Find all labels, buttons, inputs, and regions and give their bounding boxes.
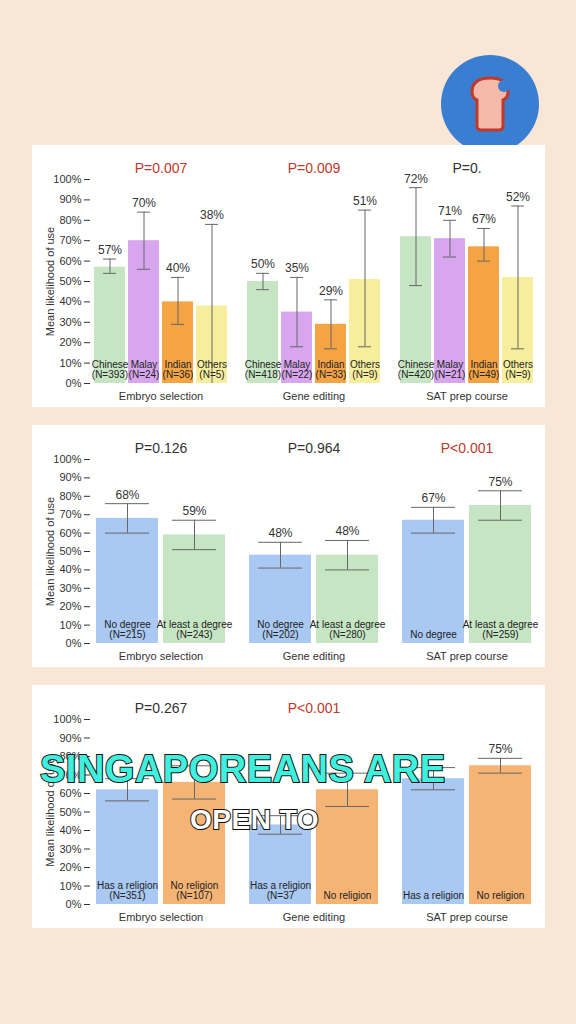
- svg-text:60%: 60%: [59, 255, 81, 267]
- svg-text:68%: 68%: [115, 488, 139, 502]
- svg-text:Others(N=9): Others(N=9): [503, 359, 533, 380]
- svg-text:Indian(N=33): Indian(N=33): [316, 359, 347, 380]
- svg-text:No religion: No religion: [324, 890, 372, 901]
- svg-text:71%: 71%: [438, 204, 462, 218]
- svg-text:Mean likelihood of use: Mean likelihood of use: [44, 757, 57, 867]
- svg-text:30%: 30%: [59, 316, 81, 328]
- svg-text:No degree(N=202): No degree(N=202): [257, 619, 304, 640]
- svg-text:P=0.267: P=0.267: [135, 700, 188, 716]
- svg-text:80%: 80%: [59, 214, 81, 226]
- svg-text:Has a religion(N=37: Has a religion(N=37: [250, 880, 311, 901]
- svg-text:40%: 40%: [59, 295, 81, 307]
- svg-text:P<0.001: P<0.001: [288, 700, 341, 716]
- svg-text:67%: 67%: [421, 491, 445, 505]
- svg-text:Gene editing: Gene editing: [283, 650, 345, 662]
- svg-text:0%: 0%: [66, 637, 82, 649]
- svg-text:Embryo selection: Embryo selection: [119, 390, 203, 402]
- svg-text:48%: 48%: [335, 524, 359, 538]
- svg-text:SAT prep course: SAT prep course: [426, 390, 508, 402]
- html-text:SINGAPOREANS ARE: SINGAPOREANS ARE: [40, 748, 446, 790]
- svg-text:100%: 100%: [53, 453, 81, 465]
- svg-text:P=0.007: P=0.007: [135, 160, 188, 176]
- svg-text:SAT prep course: SAT prep course: [426, 911, 508, 923]
- svg-text:At least a degree(N=280): At least a degree(N=280): [310, 619, 386, 640]
- svg-text:75%: 75%: [488, 742, 512, 756]
- svg-text:Mean likelihood of use: Mean likelihood of use: [44, 497, 56, 606]
- svg-text:P=0.126: P=0.126: [135, 440, 188, 456]
- svg-text:No religion: No religion: [477, 890, 525, 901]
- svg-text:80%: 80%: [59, 490, 81, 502]
- svg-text:Malay(N=24): Malay(N=24): [129, 359, 160, 380]
- svg-text:50%: 50%: [59, 545, 81, 557]
- svg-text:70%: 70%: [132, 196, 156, 210]
- svg-text:51%: 51%: [353, 194, 377, 208]
- svg-text:30%: 30%: [59, 582, 81, 594]
- svg-text:57%: 57%: [98, 243, 122, 257]
- svg-text:Chinese(N=420): Chinese(N=420): [398, 359, 435, 380]
- svg-text:70%: 70%: [59, 508, 81, 520]
- svg-text:20%: 20%: [59, 600, 81, 612]
- svg-text:Gene editing: Gene editing: [283, 911, 345, 923]
- svg-text:Malay(N=22): Malay(N=22): [282, 359, 313, 380]
- svg-text:Mean likelihood of use: Mean likelihood of use: [44, 227, 56, 336]
- svg-text:P<0.001: P<0.001: [441, 440, 494, 456]
- svg-text:P=0.964: P=0.964: [288, 440, 341, 456]
- svg-text:67%: 67%: [472, 212, 496, 226]
- svg-text:At least a degree(N=259): At least a degree(N=259): [463, 619, 539, 640]
- svg-text:Others(N=9): Others(N=9): [350, 359, 380, 380]
- svg-text:Others(N=5): Others(N=5): [197, 359, 227, 380]
- svg-text:Indian(N=36): Indian(N=36): [163, 359, 194, 380]
- svg-text:40%: 40%: [59, 563, 81, 575]
- svg-text:29%: 29%: [319, 284, 343, 298]
- svg-text:40%: 40%: [166, 261, 190, 275]
- svg-text:At least a degree(N=243): At least a degree(N=243): [157, 619, 233, 640]
- svg-text:Has a religion(N=351): Has a religion(N=351): [97, 880, 158, 901]
- svg-text:SAT prep course: SAT prep course: [426, 650, 508, 662]
- svg-text:59%: 59%: [182, 504, 206, 518]
- svg-text:100%: 100%: [53, 713, 81, 725]
- svg-text:No religion(N=107): No religion(N=107): [171, 880, 219, 901]
- svg-text:50%: 50%: [251, 257, 275, 271]
- svg-text:90%: 90%: [59, 471, 81, 483]
- html-text:OPEN TO: OPEN TO: [190, 804, 319, 835]
- svg-text:72%: 72%: [404, 172, 428, 186]
- svg-text:60%: 60%: [59, 527, 81, 539]
- svg-text:No degree: No degree: [410, 629, 457, 640]
- svg-text:60%: 60%: [59, 787, 82, 799]
- svg-text:52%: 52%: [506, 190, 530, 204]
- svg-text:Indian(N=49): Indian(N=49): [469, 359, 500, 380]
- svg-text:75%: 75%: [488, 475, 512, 489]
- svg-text:Chinese(N=418): Chinese(N=418): [245, 359, 282, 380]
- svg-text:90%: 90%: [59, 193, 81, 205]
- svg-text:Has a religion: Has a religion: [403, 890, 464, 901]
- svg-text:90%: 90%: [59, 732, 81, 744]
- svg-text:38%: 38%: [200, 208, 224, 222]
- svg-text:Embryo selection: Embryo selection: [119, 650, 203, 662]
- svg-text:0%: 0%: [66, 377, 82, 389]
- svg-text:50%: 50%: [59, 275, 81, 287]
- svg-text:No degree(N=215): No degree(N=215): [104, 619, 151, 640]
- svg-text:Gene editing: Gene editing: [283, 390, 345, 402]
- svg-text:20%: 20%: [59, 861, 81, 873]
- svg-text:50%: 50%: [59, 806, 81, 818]
- svg-text:Chinese(N=393): Chinese(N=393): [92, 359, 129, 380]
- svg-text:70%: 70%: [59, 234, 81, 246]
- svg-text:10%: 10%: [59, 880, 81, 892]
- svg-text:P=0.: P=0.: [452, 160, 481, 176]
- svg-text:100%: 100%: [53, 173, 81, 185]
- svg-text:Malay(N=21): Malay(N=21): [435, 359, 466, 380]
- svg-text:20%: 20%: [59, 336, 81, 348]
- svg-text:10%: 10%: [59, 619, 81, 631]
- svg-text:10%: 10%: [59, 357, 81, 369]
- svg-text:P=0.009: P=0.009: [288, 160, 341, 176]
- svg-text:0%: 0%: [66, 898, 82, 910]
- svg-text:40%: 40%: [59, 824, 81, 836]
- svg-text:48%: 48%: [268, 526, 292, 540]
- svg-text:Embryo selection: Embryo selection: [119, 911, 203, 923]
- svg-text:30%: 30%: [59, 843, 81, 855]
- svg-text:35%: 35%: [285, 261, 309, 275]
